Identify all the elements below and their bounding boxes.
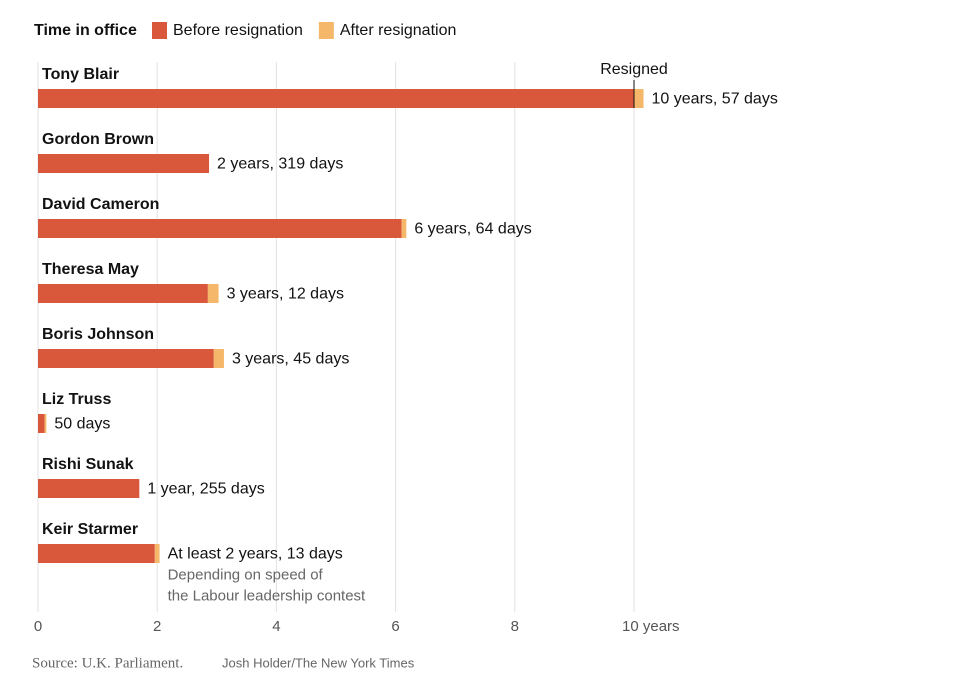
x-tick-label: 10 years xyxy=(622,618,680,635)
bar-segment xyxy=(38,284,208,303)
bar-segment xyxy=(154,544,160,563)
category-label: Boris Johnson xyxy=(42,326,154,343)
legend-label: Before resignation xyxy=(173,22,303,39)
bar-segment xyxy=(38,544,155,563)
category-label: David Cameron xyxy=(42,196,159,213)
bar-segment xyxy=(38,349,214,368)
bar-label: 10 years, 57 days xyxy=(652,91,778,108)
bar-segment xyxy=(207,284,219,303)
bar-segment xyxy=(38,414,45,433)
bar-label: At least 2 years, 13 days xyxy=(168,546,343,563)
bar-label: 6 years, 64 days xyxy=(414,221,531,238)
x-tick-label: 4 xyxy=(272,618,280,635)
annotation: the Labour leadership contest xyxy=(168,587,366,604)
bar-label: 3 years, 12 days xyxy=(227,286,344,303)
legend-swatch xyxy=(152,22,167,39)
bar-segment xyxy=(401,219,407,238)
category-label: Theresa May xyxy=(42,261,139,278)
bar-segment xyxy=(213,349,224,368)
category-label: Keir Starmer xyxy=(42,521,138,538)
legend-swatch xyxy=(318,22,334,39)
x-tick-label: 2 xyxy=(153,618,161,635)
bar-label: 1 year, 255 days xyxy=(147,481,264,498)
bar-label: 3 years, 45 days xyxy=(232,351,349,368)
category-label: Tony Blair xyxy=(42,66,119,83)
category-label: Gordon Brown xyxy=(42,131,154,148)
legend-title: Time in office xyxy=(34,22,137,39)
bar-label: 50 days xyxy=(54,416,110,433)
x-tick-label: 8 xyxy=(511,618,519,635)
bar-segment xyxy=(38,219,402,238)
source: Source: U.K. Parliament. xyxy=(32,655,183,671)
category-label: Rishi Sunak xyxy=(42,456,134,473)
bar-segment xyxy=(38,479,140,498)
bar-segment xyxy=(38,154,210,173)
bar-segment xyxy=(634,89,644,108)
x-tick-label: 0 xyxy=(34,618,42,635)
annotation: Depending on speed of xyxy=(168,566,324,583)
legend-label: After resignation xyxy=(340,22,457,39)
annotation: Resigned xyxy=(600,61,668,78)
bar-segment xyxy=(44,414,47,433)
credit: Josh Holder/The New York Times xyxy=(222,655,415,670)
x-tick-label: 6 xyxy=(391,618,399,635)
category-label: Liz Truss xyxy=(42,391,111,408)
bar-segment xyxy=(38,89,634,108)
bar-label: 2 years, 319 days xyxy=(217,156,343,173)
